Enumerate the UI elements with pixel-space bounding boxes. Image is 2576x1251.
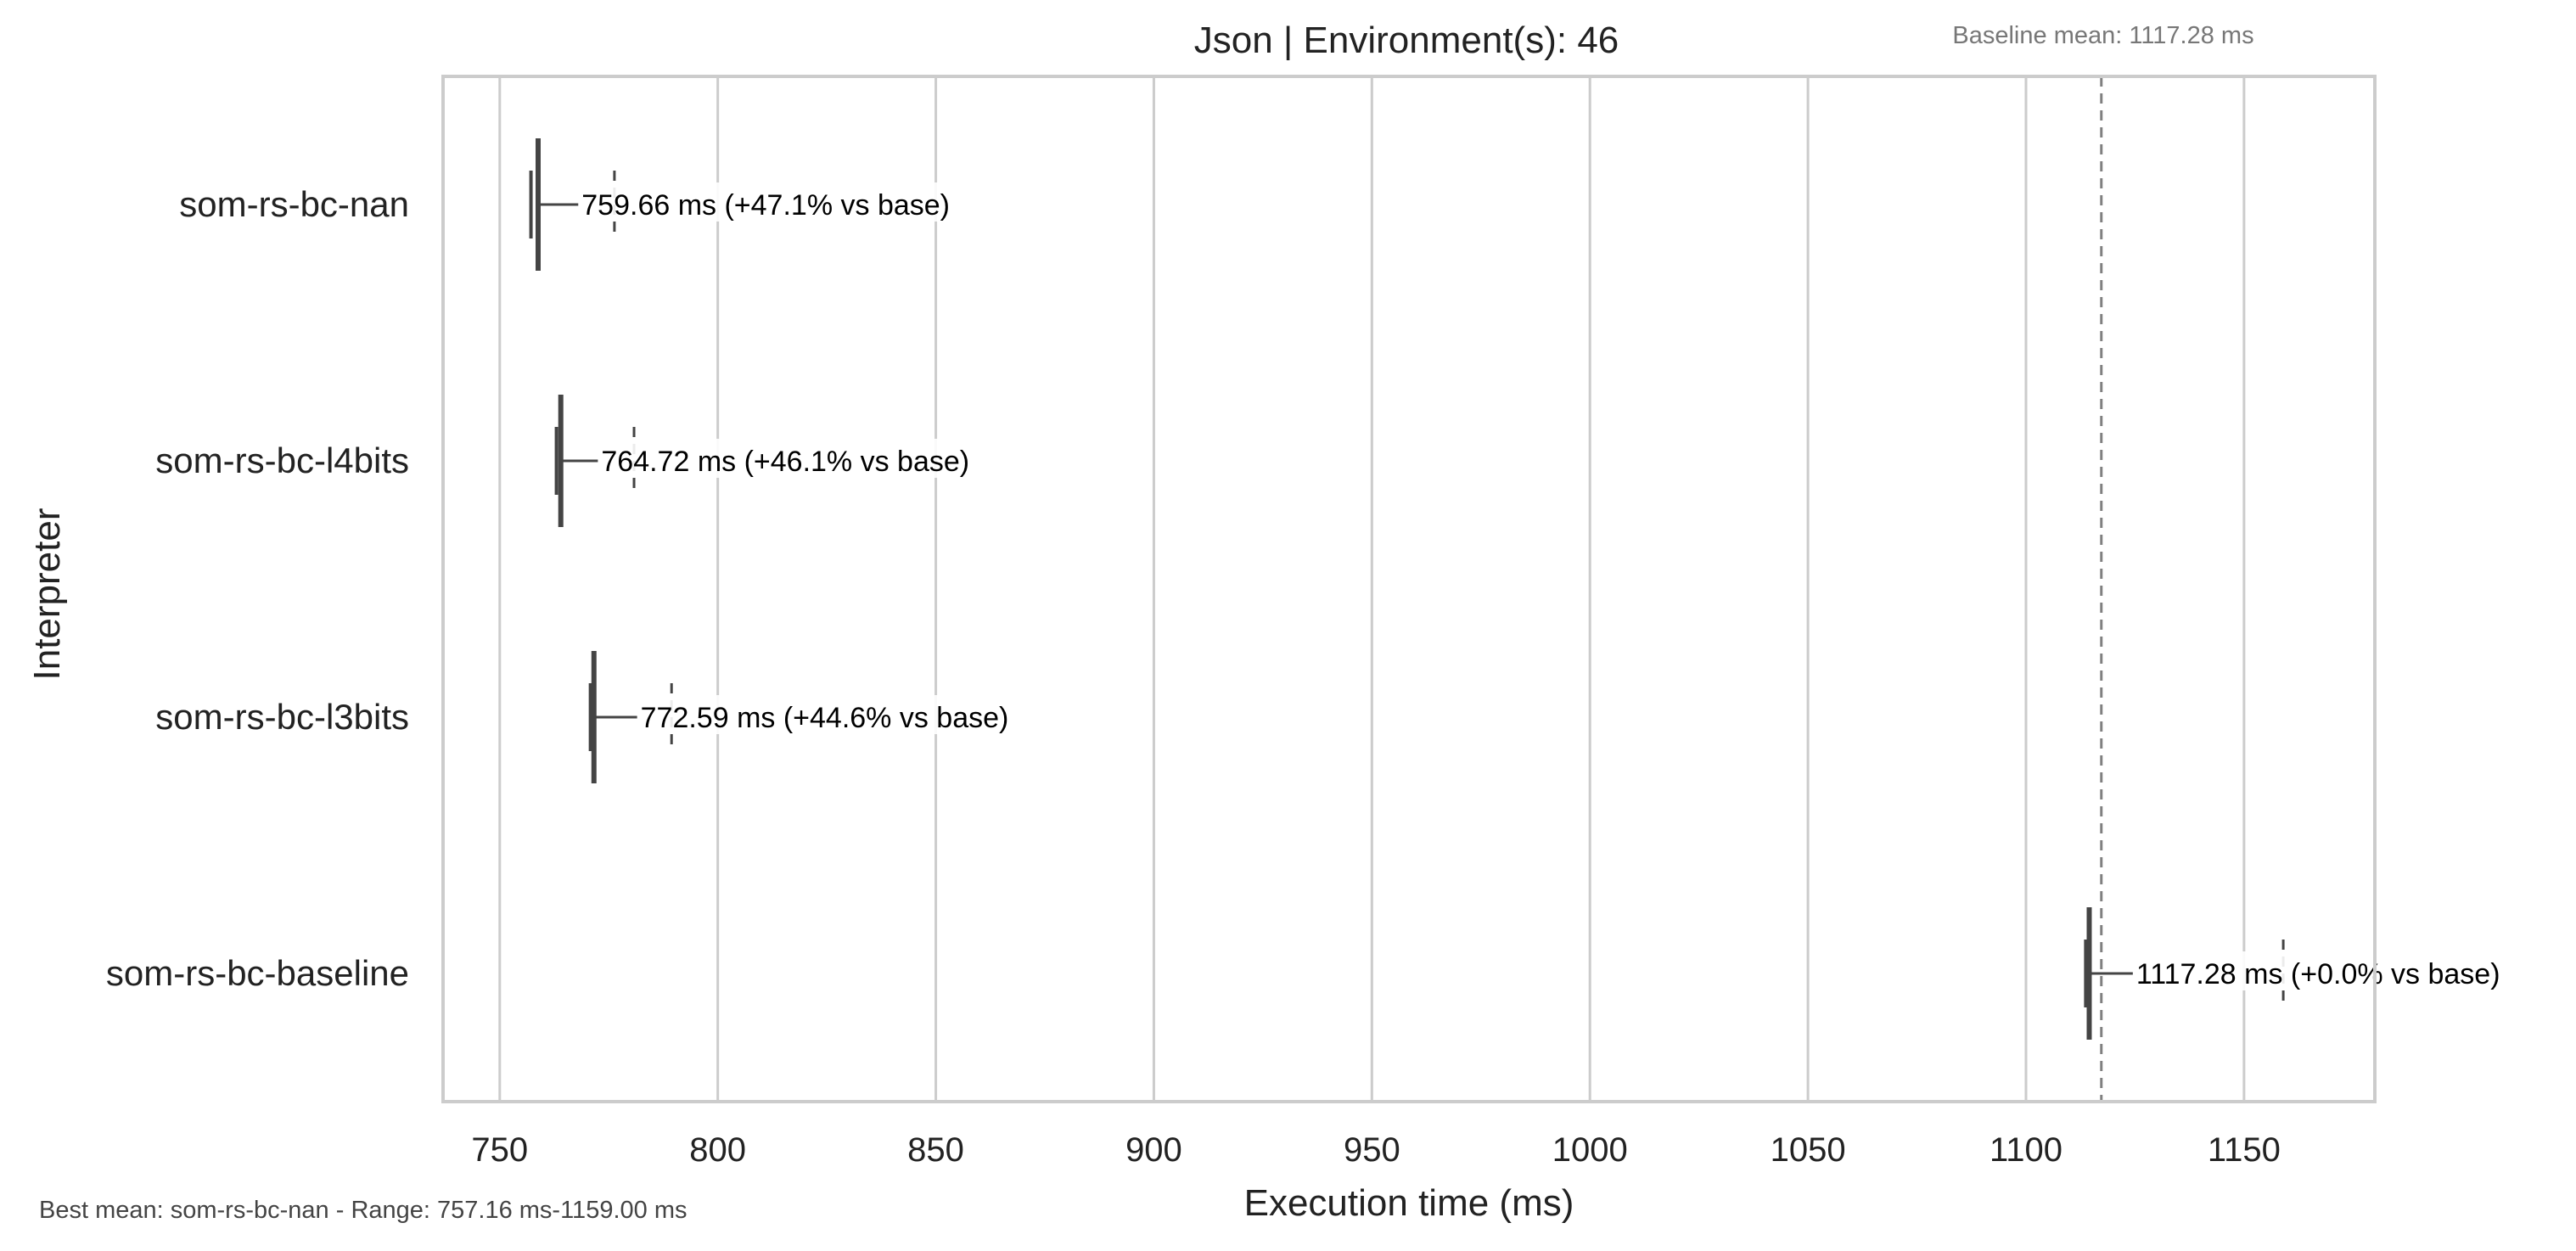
value-label-bg <box>599 439 1010 478</box>
x-tick-label: 1050 <box>1771 1131 1846 1169</box>
y-tick-label: som-rs-bc-l4bits <box>155 440 409 480</box>
x-axis-label: Execution time (ms) <box>1244 1182 1574 1224</box>
y-tick-label: som-rs-bc-nan <box>179 184 409 224</box>
y-tick-label: som-rs-bc-baseline <box>106 953 409 993</box>
y-tick-labels: som-rs-bc-nan som-rs-bc-l4bits som-rs-bc-l… <box>106 184 409 993</box>
value-label-bg <box>580 182 991 222</box>
y-axis-label: Interpreter <box>26 508 68 681</box>
x-tick-label: 1000 <box>1552 1131 1628 1169</box>
x-tick-labels: 750 800 850 900 950 1000 1050 1100 1150 <box>471 1131 2280 1169</box>
box-group: 759.66 ms (+47.1% vs base) <box>529 138 991 271</box>
x-tick-label: 850 <box>907 1131 964 1169</box>
chart-title: Json | Environment(s): 46 <box>1194 20 1619 61</box>
plot-frame <box>441 75 2377 1103</box>
box-group: 772.59 ms (+44.6% vs base) <box>588 651 1049 783</box>
x-tick-label: 1150 <box>2208 1131 2281 1169</box>
x-tick-label: 900 <box>1125 1131 1182 1169</box>
box-series: 759.66 ms (+47.1% vs base) 764.72 ms (+46… <box>529 138 2545 1040</box>
value-label: 1117.28 ms (+0.0% vs base) <box>2136 958 2500 990</box>
value-label: 759.66 ms (+47.1% vs base) <box>581 189 950 222</box>
x-tick-label: 1100 <box>1990 1131 2062 1169</box>
x-tick-label: 750 <box>471 1131 528 1169</box>
grid-lines <box>498 76 2246 1102</box>
value-label-bg <box>638 695 1049 734</box>
box-group: 764.72 ms (+46.1% vs base) <box>554 395 1010 527</box>
box-group: 1117.28 ms (+0.0% vs base) <box>2084 907 2545 1040</box>
y-tick-label: som-rs-bc-l3bits <box>155 697 409 737</box>
x-tick-label: 950 <box>1344 1131 1400 1169</box>
baseline-mean-note: Baseline mean: 1117.28 ms <box>1952 22 2253 49</box>
footer-note: Best mean: som-rs-bc-nan - Range: 757.16… <box>39 1197 687 1224</box>
value-label: 772.59 ms (+44.6% vs base) <box>641 702 1009 734</box>
value-label-bg <box>2134 951 2545 990</box>
value-label: 764.72 ms (+46.1% vs base) <box>601 446 969 478</box>
x-tick-label: 800 <box>689 1131 746 1169</box>
